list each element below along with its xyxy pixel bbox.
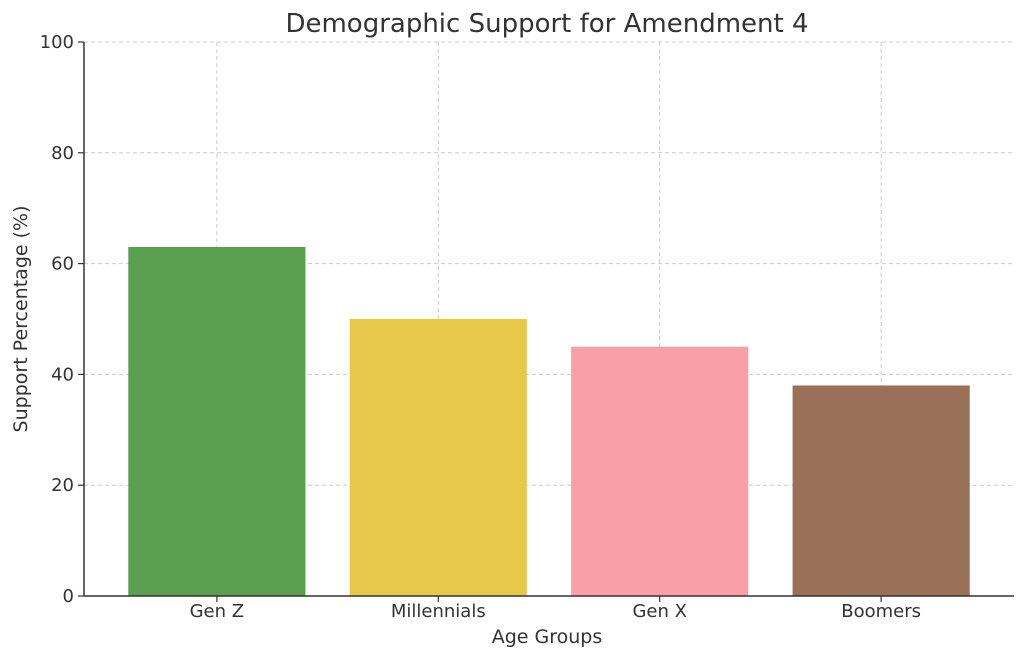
y-tick-label: 60 bbox=[51, 254, 74, 275]
x-tick-label: Boomers bbox=[841, 601, 921, 622]
y-tick-label: 80 bbox=[51, 143, 74, 164]
bar-boomers bbox=[792, 385, 970, 596]
y-tick-label: 0 bbox=[63, 586, 74, 607]
x-tick-label: Gen X bbox=[632, 601, 686, 622]
y-tick-label: 20 bbox=[51, 475, 74, 496]
axes bbox=[83, 42, 1014, 597]
bar-gen-z bbox=[128, 246, 306, 597]
y-tick-label: 40 bbox=[51, 364, 74, 385]
y-tick-label: 100 bbox=[40, 32, 74, 53]
y-axis-ticks: 0 20 40 60 80 100 bbox=[40, 32, 84, 607]
y-axis-label: Support Percentage (%) bbox=[10, 206, 32, 433]
x-axis-ticks: Gen Z Millennials Gen X Boomers bbox=[190, 596, 921, 622]
x-axis-label: Age Groups bbox=[492, 626, 603, 648]
x-tick-label: Millennials bbox=[391, 601, 486, 622]
bar-gen-x bbox=[571, 346, 749, 596]
x-tick-label: Gen Z bbox=[190, 601, 244, 622]
bar-millennials bbox=[349, 319, 527, 596]
bars bbox=[128, 246, 970, 597]
chart-title: Demographic Support for Amendment 4 bbox=[285, 9, 808, 39]
